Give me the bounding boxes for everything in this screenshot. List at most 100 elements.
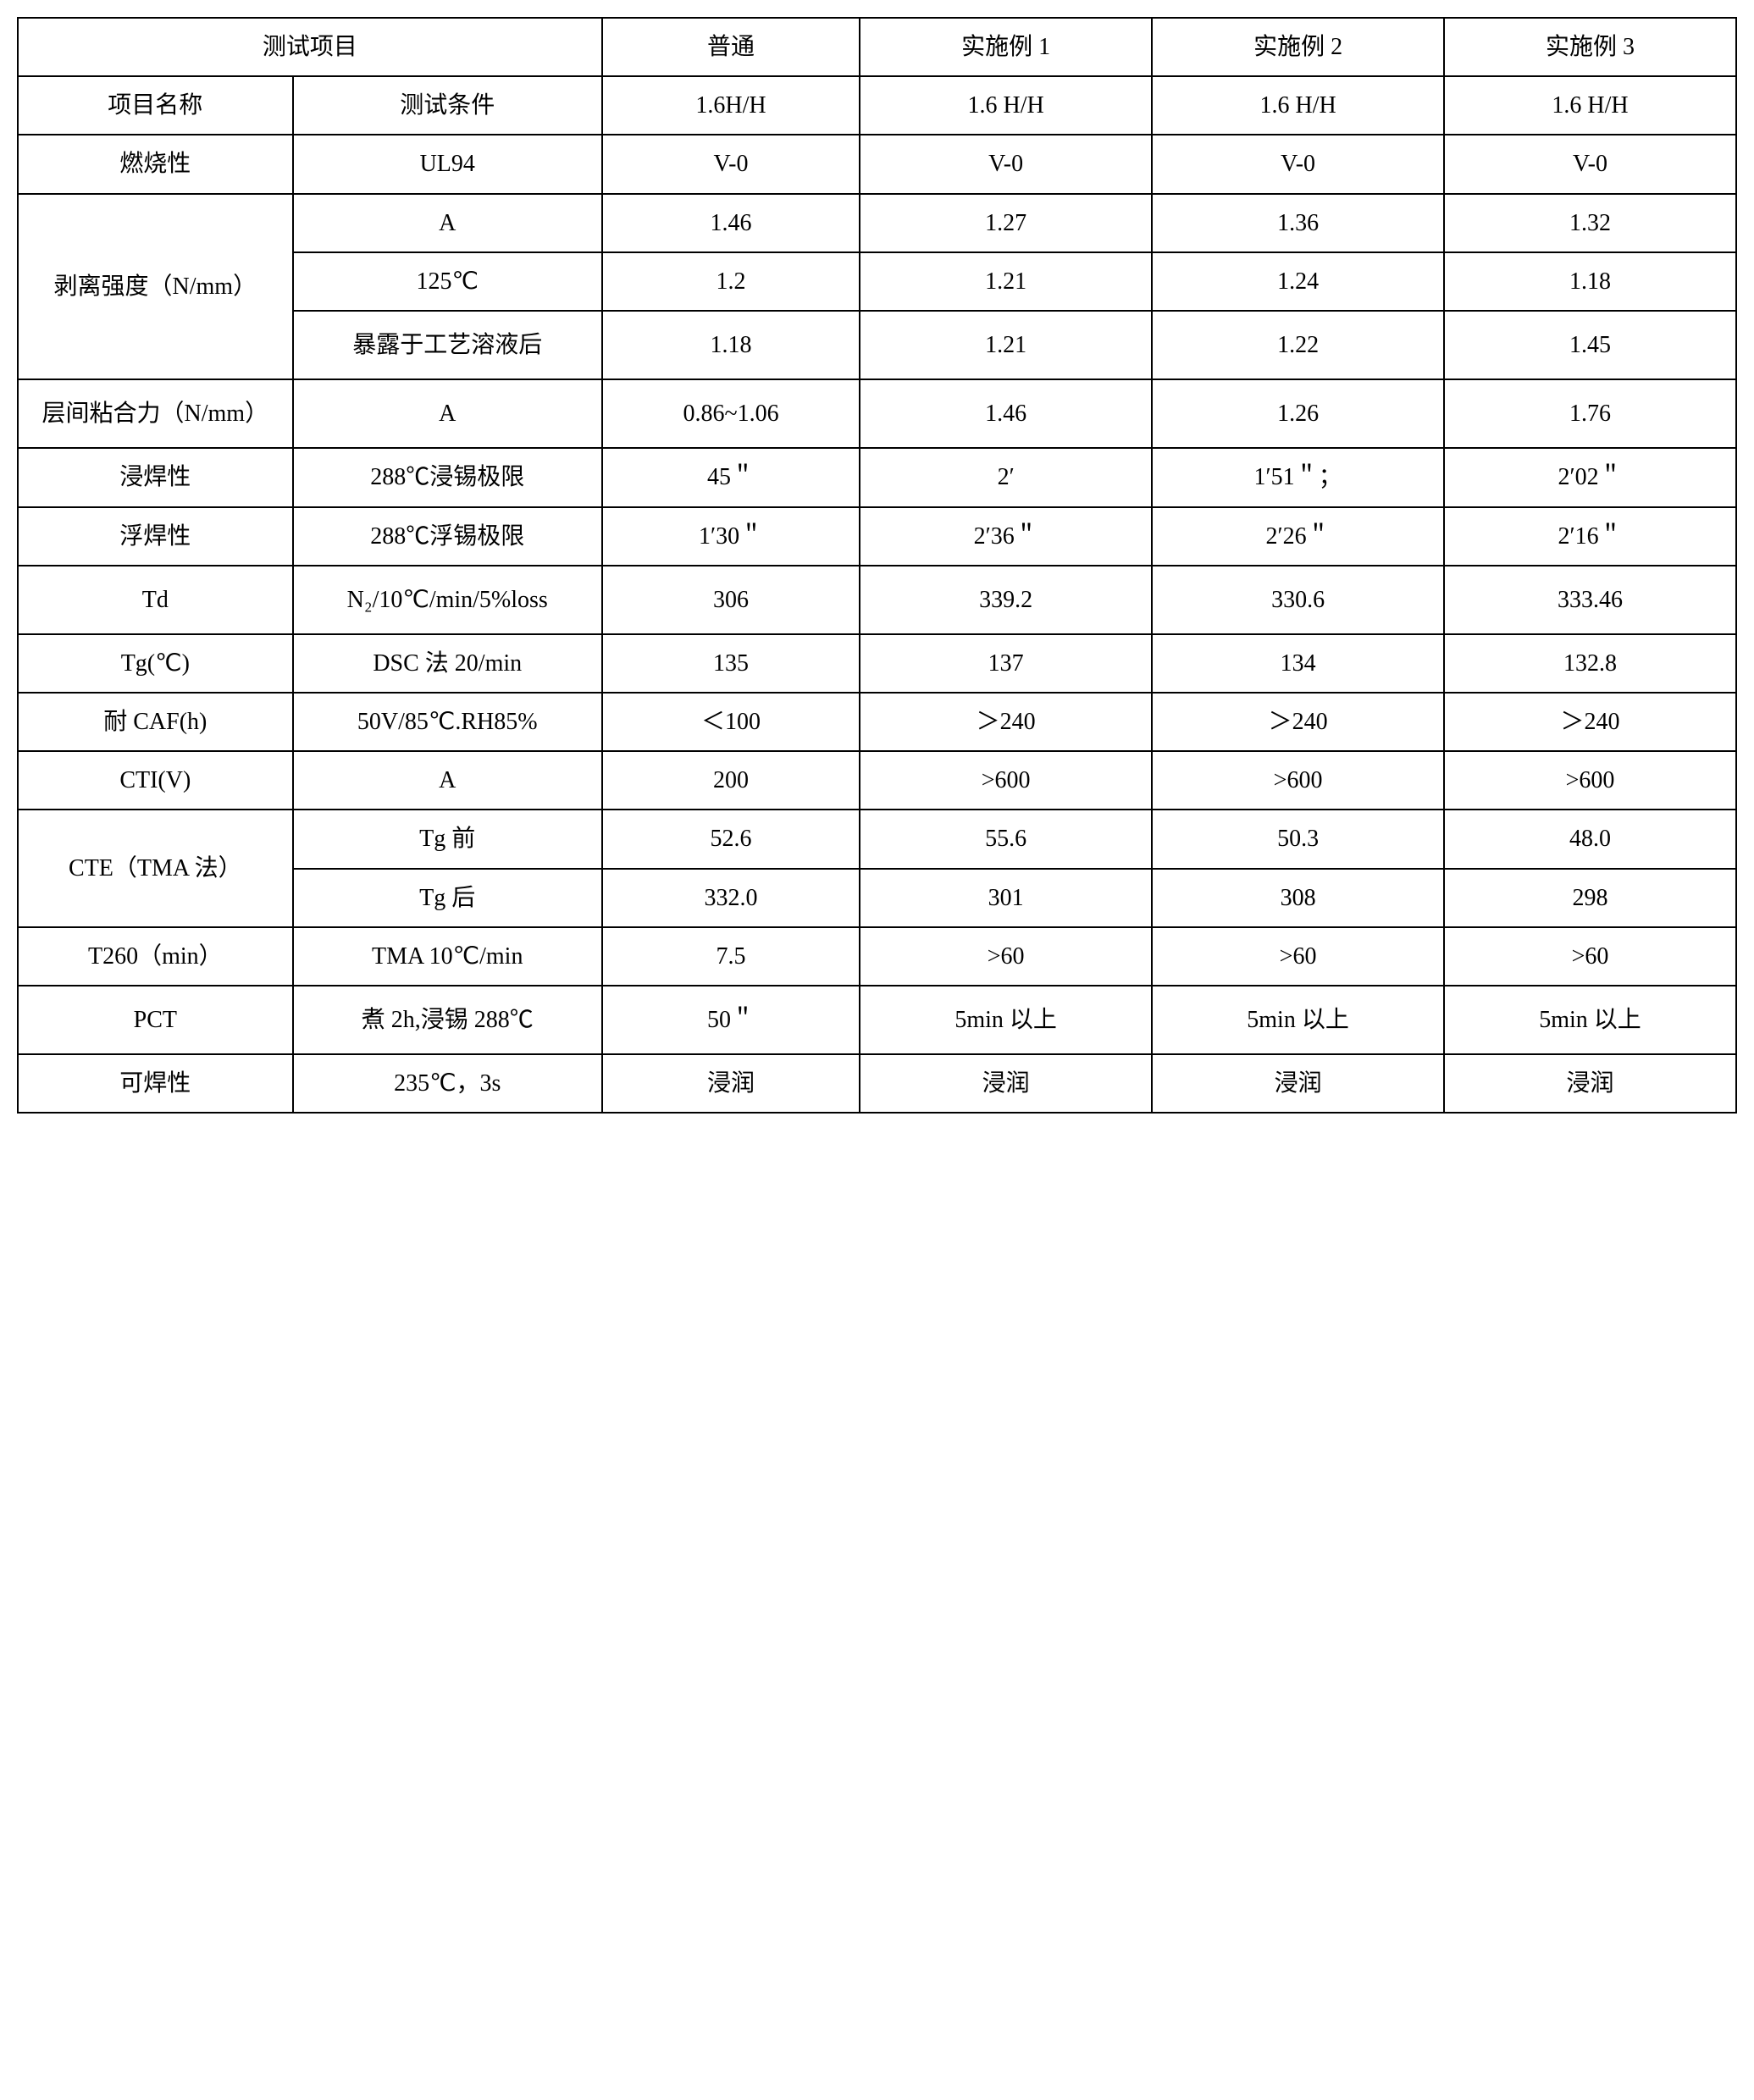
cell-ex3: 1.32	[1444, 194, 1736, 252]
row-flammability: 燃烧性 UL94 V-0 V-0 V-0 V-0	[18, 135, 1736, 193]
cell-name: 浸焊性	[18, 448, 293, 506]
cell-normal: 50＂	[602, 986, 860, 1054]
cell-cond: 125℃	[293, 252, 602, 311]
header-normal: 普通	[602, 18, 860, 76]
row-cte-a: CTE（TMA 法） Tg 前 52.6 55.6 50.3 48.0	[18, 810, 1736, 868]
cell-normal: 浸润	[602, 1054, 860, 1113]
cell-ex3: ＞240	[1444, 693, 1736, 751]
cell-ex3: 1.18	[1444, 252, 1736, 311]
cell-ex2: 浸润	[1152, 1054, 1444, 1113]
cell-name: T260（min）	[18, 927, 293, 986]
row-solderability: 可焊性 235℃，3s 浸润 浸润 浸润 浸润	[18, 1054, 1736, 1113]
cell-cond: 50V/85℃.RH85%	[293, 693, 602, 751]
cell-ex1: 1.21	[860, 252, 1152, 311]
cell-ex1: 浸润	[860, 1054, 1152, 1113]
cell-ex1: 1.6 H/H	[860, 76, 1152, 135]
cell-name: 项目名称	[18, 76, 293, 135]
cell-cond: N₂/10℃/min/5%loss	[293, 566, 602, 634]
cell-normal: 1.6H/H	[602, 76, 860, 135]
cell-ex3: V-0	[1444, 135, 1736, 193]
cell-ex2: 50.3	[1152, 810, 1444, 868]
cell-ex1: 301	[860, 869, 1152, 927]
cell-ex2: 1.26	[1152, 379, 1444, 448]
cell-ex2: 1.36	[1152, 194, 1444, 252]
cell-ex1: 2′	[860, 448, 1152, 506]
cell-cond: A	[293, 194, 602, 252]
cell-ex2: 1.24	[1152, 252, 1444, 311]
cell-ex3: 2′16＂	[1444, 507, 1736, 566]
cell-cond: A	[293, 379, 602, 448]
cell-cond: A	[293, 751, 602, 810]
cell-ex2: V-0	[1152, 135, 1444, 193]
cell-name: CTI(V)	[18, 751, 293, 810]
row-item-name: 项目名称 测试条件 1.6H/H 1.6 H/H 1.6 H/H 1.6 H/H	[18, 76, 1736, 135]
cell-normal: 306	[602, 566, 860, 634]
cell-cond: 235℃，3s	[293, 1054, 602, 1113]
cell-ex2: 2′26＂	[1152, 507, 1444, 566]
cell-ex1: 339.2	[860, 566, 1152, 634]
cell-ex1: 1.46	[860, 379, 1152, 448]
cell-cond: 288℃浮锡极限	[293, 507, 602, 566]
cell-ex2: 1.22	[1152, 311, 1444, 379]
cell-cond: UL94	[293, 135, 602, 193]
cell-ex1: 2′36＂	[860, 507, 1152, 566]
cell-cond: 暴露于工艺溶液后	[293, 311, 602, 379]
cell-ex3: 5min 以上	[1444, 986, 1736, 1054]
cell-cond: 测试条件	[293, 76, 602, 135]
row-pct: PCT 煮 2h,浸锡 288℃ 50＂ 5min 以上 5min 以上 5mi…	[18, 986, 1736, 1054]
cell-cond: 288℃浸锡极限	[293, 448, 602, 506]
cell-cond: DSC 法 20/min	[293, 634, 602, 693]
cell-ex3: 2′02＂	[1444, 448, 1736, 506]
cell-cond: Tg 后	[293, 869, 602, 927]
cell-normal: 200	[602, 751, 860, 810]
cell-cond: 煮 2h,浸锡 288℃	[293, 986, 602, 1054]
cell-cte-name: CTE（TMA 法）	[18, 810, 293, 926]
cell-ex2: 308	[1152, 869, 1444, 927]
cell-normal: 1.2	[602, 252, 860, 311]
cell-name: Tg(℃)	[18, 634, 293, 693]
row-cti: CTI(V) A 200 >600 >600 >600	[18, 751, 1736, 810]
row-caf: 耐 CAF(h) 50V/85℃.RH85% ＜100 ＞240 ＞240 ＞2…	[18, 693, 1736, 751]
cell-ex1: 5min 以上	[860, 986, 1152, 1054]
cell-ex2: 5min 以上	[1152, 986, 1444, 1054]
cell-ex3: 1.76	[1444, 379, 1736, 448]
material-properties-table: 测试项目 普通 实施例 1 实施例 2 实施例 3 项目名称 测试条件 1.6H…	[17, 17, 1737, 1114]
cell-name: PCT	[18, 986, 293, 1054]
row-peel-a: 剥离强度（N/mm） A 1.46 1.27 1.36 1.32	[18, 194, 1736, 252]
cell-ex1: 1.27	[860, 194, 1152, 252]
cell-cond: Tg 前	[293, 810, 602, 868]
row-tg: Tg(℃) DSC 法 20/min 135 137 134 132.8	[18, 634, 1736, 693]
header-ex2: 实施例 2	[1152, 18, 1444, 76]
cell-normal: ＜100	[602, 693, 860, 751]
row-float: 浮焊性 288℃浮锡极限 1′30＂ 2′36＂ 2′26＂ 2′16＂	[18, 507, 1736, 566]
cell-ex2: >600	[1152, 751, 1444, 810]
cell-ex3: >60	[1444, 927, 1736, 986]
row-t260: T260（min） TMA 10℃/min 7.5 >60 >60 >60	[18, 927, 1736, 986]
row-dip: 浸焊性 288℃浸锡极限 45＂ 2′ 1′51＂； 2′02＂	[18, 448, 1736, 506]
cell-normal: V-0	[602, 135, 860, 193]
cell-ex1: 55.6	[860, 810, 1152, 868]
cell-normal: 7.5	[602, 927, 860, 986]
cell-ex1: >60	[860, 927, 1152, 986]
cell-ex3: 浸润	[1444, 1054, 1736, 1113]
cell-ex1: ＞240	[860, 693, 1152, 751]
cell-peel-name: 剥离强度（N/mm）	[18, 194, 293, 380]
cell-name: 浮焊性	[18, 507, 293, 566]
header-ex1: 实施例 1	[860, 18, 1152, 76]
cell-ex2: >60	[1152, 927, 1444, 986]
cell-name: 燃烧性	[18, 135, 293, 193]
cell-normal: 45＂	[602, 448, 860, 506]
cell-normal: 1.46	[602, 194, 860, 252]
cell-normal: 1′30＂	[602, 507, 860, 566]
cell-name: 耐 CAF(h)	[18, 693, 293, 751]
header-row: 测试项目 普通 实施例 1 实施例 2 实施例 3	[18, 18, 1736, 76]
header-test-item: 测试项目	[18, 18, 602, 76]
row-td: Td N₂/10℃/min/5%loss 306 339.2 330.6 333…	[18, 566, 1736, 634]
cell-name: 可焊性	[18, 1054, 293, 1113]
cell-ex2: ＞240	[1152, 693, 1444, 751]
cell-ex1: V-0	[860, 135, 1152, 193]
cell-ex2: 330.6	[1152, 566, 1444, 634]
cell-normal: 1.18	[602, 311, 860, 379]
cell-normal: 52.6	[602, 810, 860, 868]
cell-ex3: 298	[1444, 869, 1736, 927]
